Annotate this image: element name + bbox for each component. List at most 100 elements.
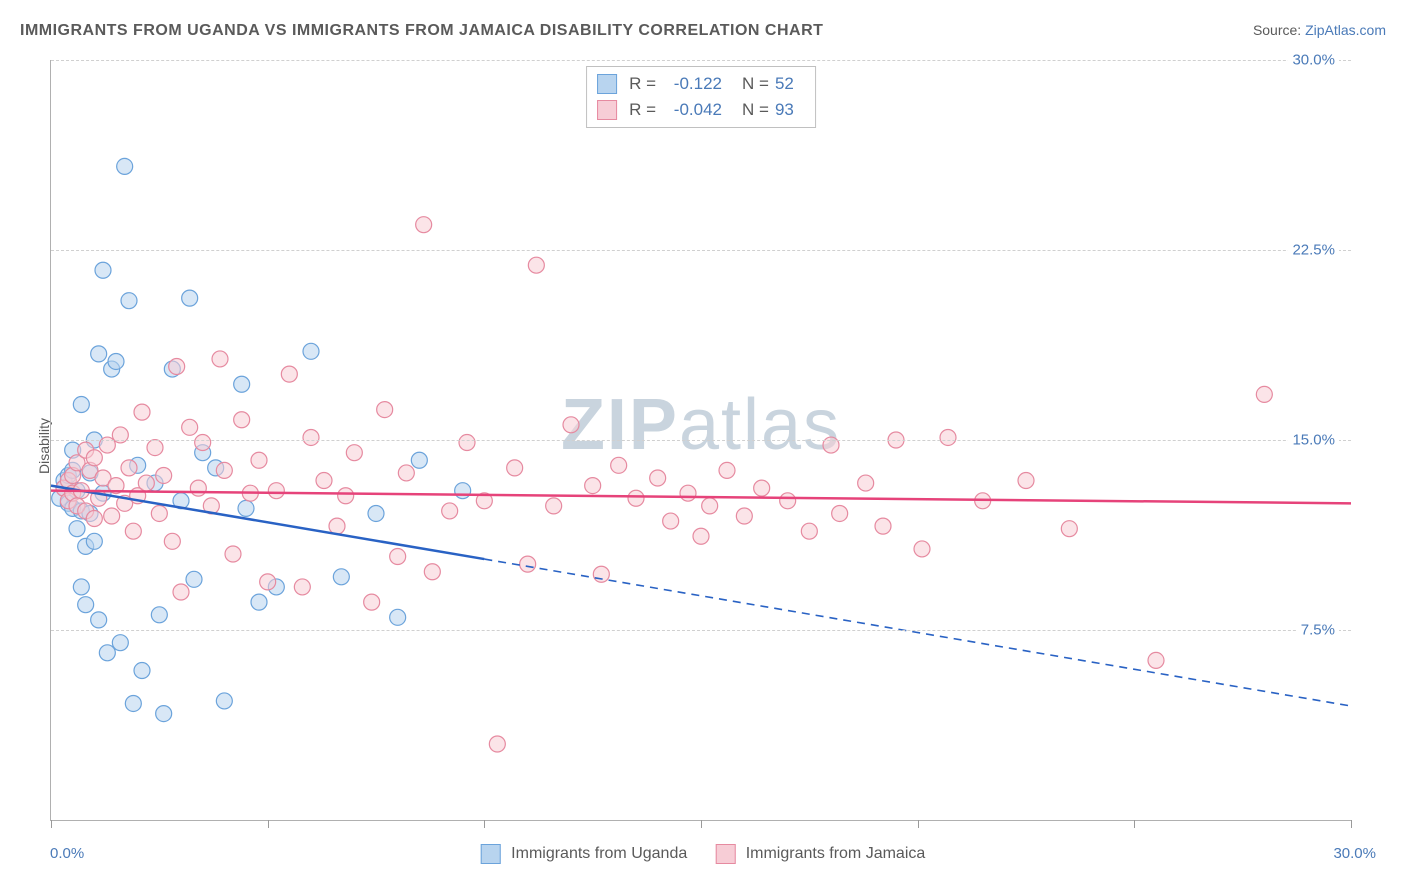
plot-area: ZIPatlas R = -0.122 N = 52 R = -0.042 N … [50,60,1351,821]
data-point [914,541,930,557]
data-point [663,513,679,529]
r-value-uganda: -0.122 [662,71,722,97]
data-point [390,609,406,625]
y-tick-label: 30.0% [1288,52,1339,69]
data-point [73,397,89,413]
data-point [125,523,141,539]
data-point [411,452,427,468]
data-point [528,257,544,273]
data-point [316,473,332,489]
data-point [169,359,185,375]
data-point [86,450,102,466]
data-point [234,412,250,428]
data-point [680,485,696,501]
data-point [650,470,666,486]
data-point [346,445,362,461]
data-point [121,293,137,309]
data-point [95,262,111,278]
data-point [86,511,102,527]
data-point [719,462,735,478]
y-tick-label: 7.5% [1297,622,1339,639]
data-point [459,435,475,451]
data-point [455,483,471,499]
data-point [303,343,319,359]
data-point [78,597,94,613]
y-tick-label: 22.5% [1288,242,1339,259]
data-point [875,518,891,534]
x-axis-max-label: 30.0% [1333,845,1376,862]
data-point [416,217,432,233]
data-point [260,574,276,590]
data-point [390,549,406,565]
data-point [156,706,172,722]
data-point [212,351,228,367]
data-point [69,521,85,537]
data-point [489,736,505,752]
x-axis-min-label: 0.0% [50,845,84,862]
source-link[interactable]: ZipAtlas.com [1305,22,1386,38]
stat-row-uganda: R = -0.122 N = 52 [597,71,805,97]
data-point [147,440,163,456]
data-point [693,528,709,544]
data-point [442,503,458,519]
data-point [134,663,150,679]
data-point [754,480,770,496]
data-point [832,505,848,521]
swatch-uganda [481,844,501,864]
data-point [593,566,609,582]
legend-label-uganda: Immigrants from Uganda [511,845,687,862]
data-point [156,467,172,483]
data-point [520,556,536,572]
n-label: N = [742,71,769,97]
data-point [398,465,414,481]
data-point [368,505,384,521]
data-point [736,508,752,524]
legend-item-jamaica: Immigrants from Jamaica [715,844,925,864]
data-point [364,594,380,610]
data-point [251,452,267,468]
data-point [86,533,102,549]
chart-container: IMMIGRANTS FROM UGANDA VS IMMIGRANTS FRO… [0,0,1406,892]
data-point [251,594,267,610]
data-point [268,483,284,499]
trend-line-dashed [484,559,1351,706]
data-point [294,579,310,595]
data-point [216,462,232,478]
data-point [780,493,796,509]
data-point [104,508,120,524]
data-point [225,546,241,562]
data-point [91,346,107,362]
data-point [186,571,202,587]
data-point [702,498,718,514]
data-point [112,635,128,651]
data-point [1148,652,1164,668]
data-point [546,498,562,514]
data-point [424,564,440,580]
data-point [134,404,150,420]
data-point [940,429,956,445]
data-point [281,366,297,382]
data-point [238,500,254,516]
data-point [801,523,817,539]
data-point [234,376,250,392]
data-point [138,475,154,491]
data-point [125,695,141,711]
data-point [173,584,189,600]
data-point [1061,521,1077,537]
n-value-uganda: 52 [775,71,805,97]
data-point [91,612,107,628]
data-point [563,417,579,433]
legend-bottom: Immigrants from Uganda Immigrants from J… [481,844,926,864]
swatch-uganda [597,74,617,94]
swatch-jamaica [715,844,735,864]
data-point [858,475,874,491]
swatch-jamaica [597,100,617,120]
data-point [1018,473,1034,489]
data-point [377,402,393,418]
data-point [195,435,211,451]
legend-item-uganda: Immigrants from Uganda [481,844,688,864]
data-point [190,480,206,496]
data-point [117,158,133,174]
data-point [507,460,523,476]
n-label: N = [742,97,769,123]
